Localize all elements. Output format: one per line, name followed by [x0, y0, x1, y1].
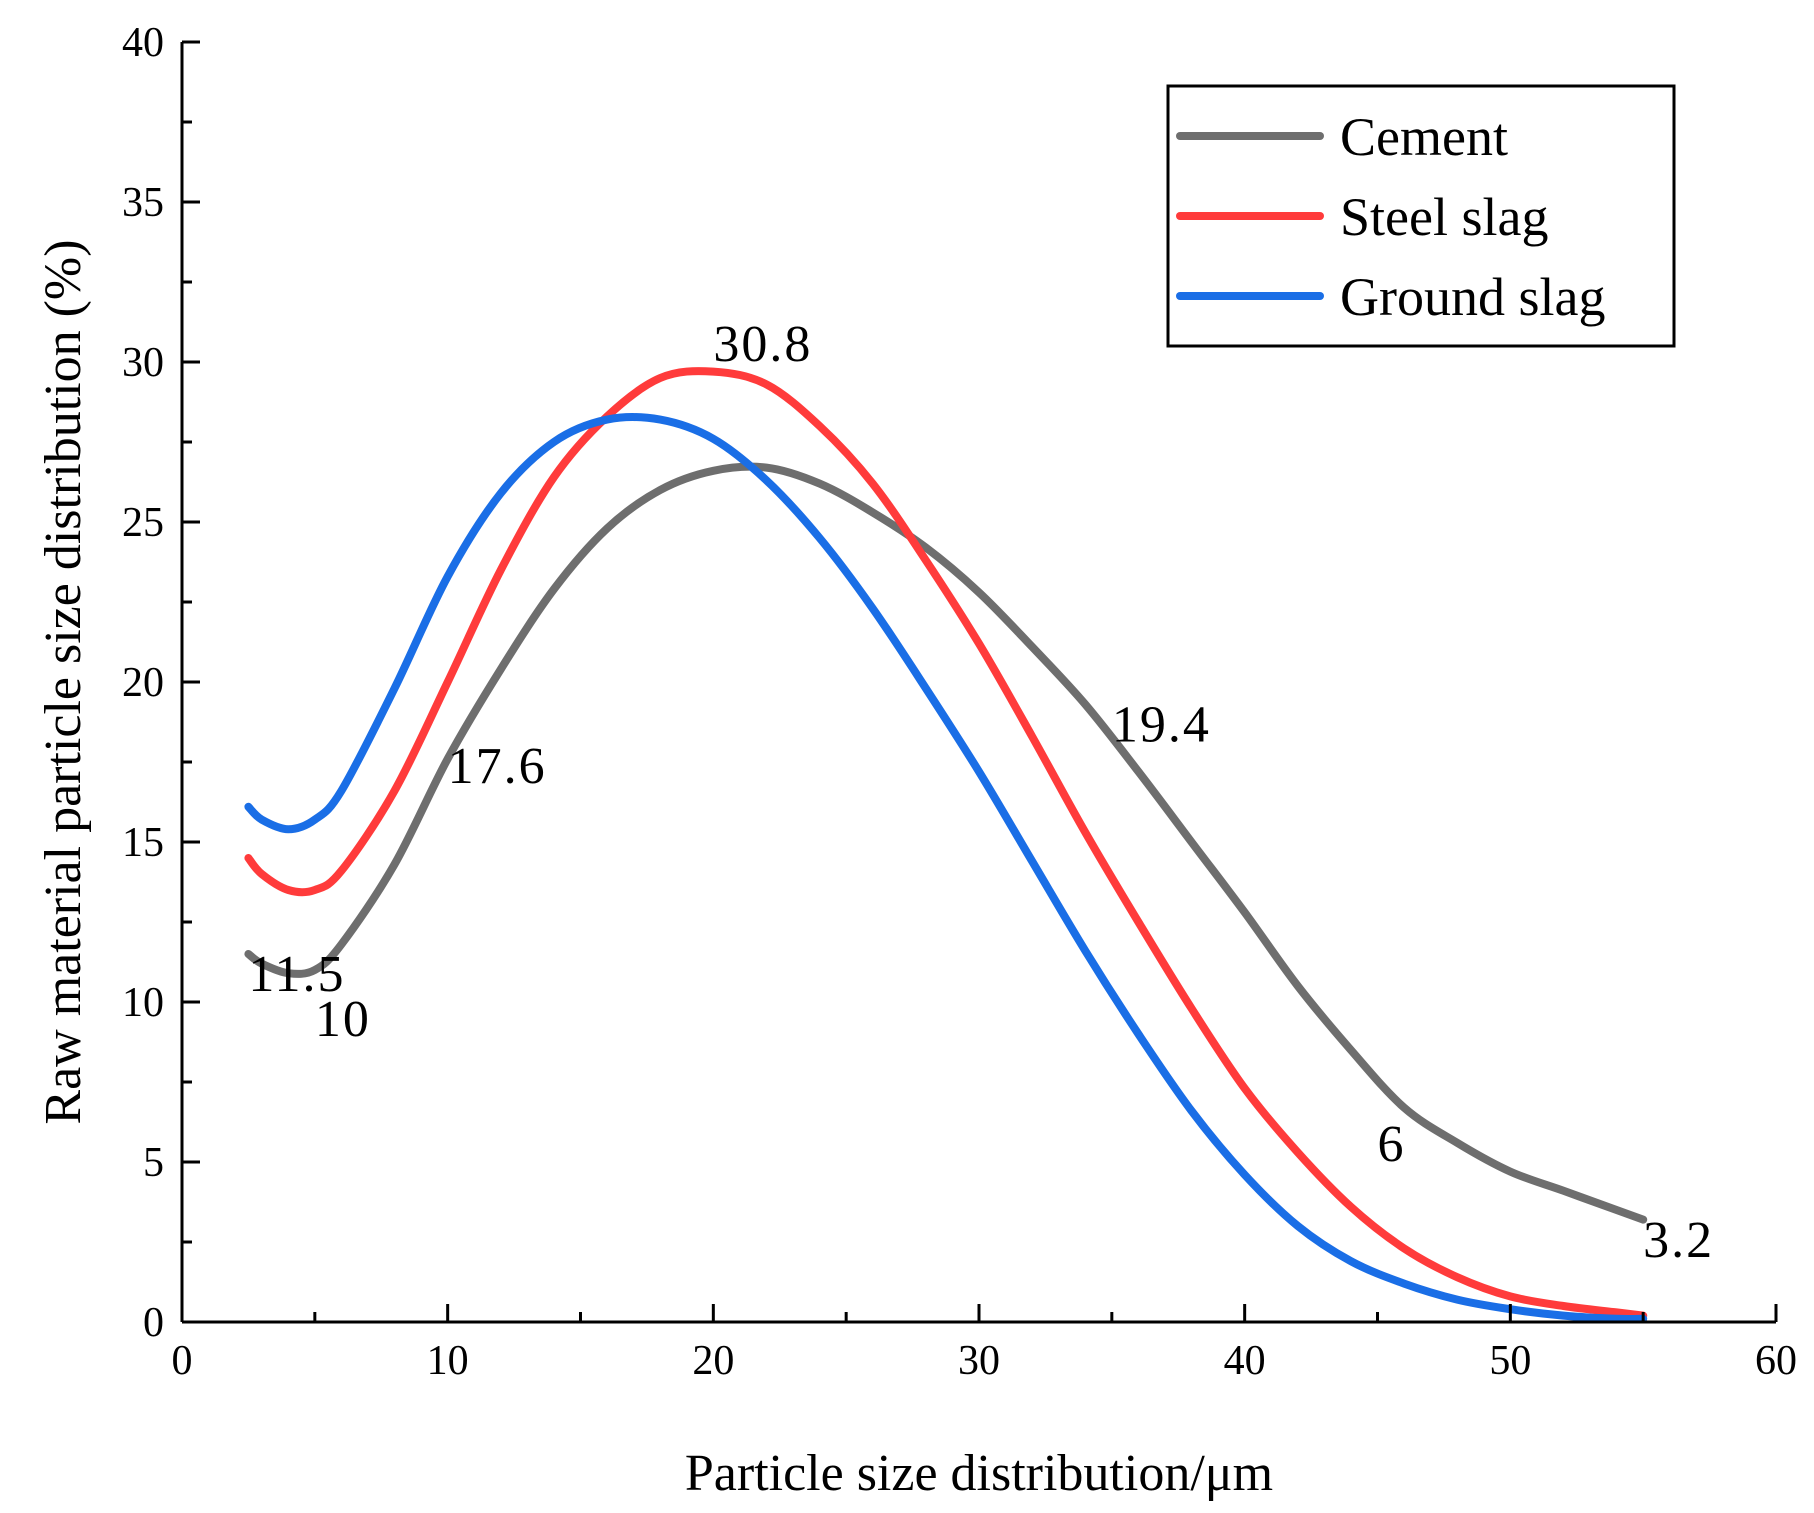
x-axis-title: Particle size distribution/μm — [685, 1445, 1273, 1502]
data-label: 3.2 — [1643, 1212, 1714, 1269]
y-tick-label: 5 — [143, 1140, 164, 1186]
data-label: 10 — [315, 991, 371, 1048]
series-line-steel-slag — [244, 367, 1648, 1320]
data-label: 6 — [1378, 1116, 1406, 1173]
legend-items: Cement Steel slag Ground slag — [1176, 107, 1605, 327]
x-ticks: 0 10 20 30 40 50 60 — [172, 1304, 1797, 1384]
series-line-cement — [244, 462, 1648, 1224]
annotations: 11.510 17.6 30.8 19.4 6 3.2 — [248, 316, 1714, 1269]
y-tick-label: 40 — [122, 20, 164, 66]
x-tick-label: 40 — [1224, 1338, 1266, 1384]
x-tick-label: 60 — [1755, 1338, 1797, 1384]
legend-label-cement: Cement — [1340, 107, 1508, 167]
series-line-ground-slag — [244, 413, 1648, 1324]
y-tick-label: 10 — [122, 980, 164, 1026]
x-tick-label: 20 — [692, 1338, 734, 1384]
data-label: 11.5 — [248, 946, 345, 1003]
y-tick-label: 15 — [122, 820, 164, 866]
x-tick-label: 0 — [172, 1338, 193, 1384]
series-layer — [244, 367, 1648, 1324]
y-tick-label: 30 — [122, 340, 164, 386]
y-tick-label: 25 — [122, 500, 164, 546]
data-label: 19.4 — [1112, 697, 1211, 754]
y-tick-label: 35 — [122, 180, 164, 226]
y-ticks: 0 5 10 15 20 25 30 35 40 — [122, 20, 200, 1346]
y-tick-label: 20 — [122, 660, 164, 706]
y-axis-title: Raw material particle size distribution … — [35, 239, 92, 1124]
x-tick-label: 50 — [1489, 1338, 1531, 1384]
plot-area — [244, 367, 1648, 1324]
x-tick-label: 10 — [427, 1338, 469, 1384]
data-label: 30.8 — [713, 316, 812, 373]
legend-label-ground-slag: Ground slag — [1340, 267, 1605, 327]
y-tick-label: 0 — [143, 1300, 164, 1346]
data-label: 17.6 — [448, 738, 547, 795]
axes: 0 10 20 30 40 50 60 0 5 10 15 20 25 30 35 40 — [122, 20, 1797, 1384]
x-tick-label: 30 — [958, 1338, 1000, 1384]
legend-label-steel-slag: Steel slag — [1340, 187, 1548, 247]
legend: Cement Steel slag Ground slag — [1166, 84, 1676, 348]
